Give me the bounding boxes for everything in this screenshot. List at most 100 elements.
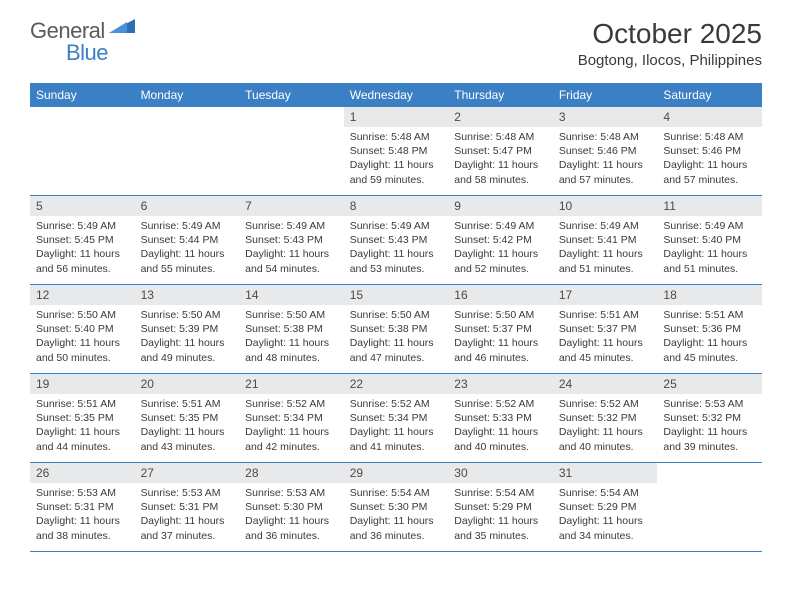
day-cell (30, 107, 135, 195)
day-info: Sunrise: 5:50 AMSunset: 5:40 PMDaylight:… (30, 305, 135, 369)
day-cell: 27Sunrise: 5:53 AMSunset: 5:31 PMDayligh… (135, 463, 240, 551)
day-info: Sunrise: 5:52 AMSunset: 5:34 PMDaylight:… (239, 394, 344, 458)
day-info: Sunrise: 5:49 AMSunset: 5:42 PMDaylight:… (448, 216, 553, 280)
day-cell: 2Sunrise: 5:48 AMSunset: 5:47 PMDaylight… (448, 107, 553, 195)
day-cell: 18Sunrise: 5:51 AMSunset: 5:36 PMDayligh… (657, 285, 762, 373)
day-info: Sunrise: 5:49 AMSunset: 5:41 PMDaylight:… (553, 216, 658, 280)
day-number: 22 (344, 374, 449, 394)
day-number: 27 (135, 463, 240, 483)
weekday-saturday: Saturday (657, 83, 762, 107)
day-number: 7 (239, 196, 344, 216)
day-number: 24 (553, 374, 658, 394)
day-number: 15 (344, 285, 449, 305)
weeks-container: 1Sunrise: 5:48 AMSunset: 5:48 PMDaylight… (30, 107, 762, 552)
day-cell: 1Sunrise: 5:48 AMSunset: 5:48 PMDaylight… (344, 107, 449, 195)
day-cell: 8Sunrise: 5:49 AMSunset: 5:43 PMDaylight… (344, 196, 449, 284)
day-info: Sunrise: 5:49 AMSunset: 5:44 PMDaylight:… (135, 216, 240, 280)
day-number: 13 (135, 285, 240, 305)
weekday-tuesday: Tuesday (239, 83, 344, 107)
day-number: 28 (239, 463, 344, 483)
day-number: 17 (553, 285, 658, 305)
day-info: Sunrise: 5:50 AMSunset: 5:38 PMDaylight:… (239, 305, 344, 369)
month-title: October 2025 (578, 18, 762, 50)
day-cell: 11Sunrise: 5:49 AMSunset: 5:40 PMDayligh… (657, 196, 762, 284)
logo-text-blue: Blue (66, 40, 108, 66)
day-info: Sunrise: 5:49 AMSunset: 5:45 PMDaylight:… (30, 216, 135, 280)
title-block: October 2025 Bogtong, Ilocos, Philippine… (578, 18, 762, 69)
day-cell: 29Sunrise: 5:54 AMSunset: 5:30 PMDayligh… (344, 463, 449, 551)
day-cell: 7Sunrise: 5:49 AMSunset: 5:43 PMDaylight… (239, 196, 344, 284)
day-cell: 25Sunrise: 5:53 AMSunset: 5:32 PMDayligh… (657, 374, 762, 462)
day-number: 2 (448, 107, 553, 127)
day-info: Sunrise: 5:54 AMSunset: 5:29 PMDaylight:… (448, 483, 553, 547)
day-info: Sunrise: 5:53 AMSunset: 5:30 PMDaylight:… (239, 483, 344, 547)
day-cell: 19Sunrise: 5:51 AMSunset: 5:35 PMDayligh… (30, 374, 135, 462)
weekday-friday: Friday (553, 83, 658, 107)
day-cell: 3Sunrise: 5:48 AMSunset: 5:46 PMDaylight… (553, 107, 658, 195)
day-number: 3 (553, 107, 658, 127)
day-cell: 22Sunrise: 5:52 AMSunset: 5:34 PMDayligh… (344, 374, 449, 462)
day-cell: 4Sunrise: 5:48 AMSunset: 5:46 PMDaylight… (657, 107, 762, 195)
day-info: Sunrise: 5:52 AMSunset: 5:34 PMDaylight:… (344, 394, 449, 458)
day-info: Sunrise: 5:54 AMSunset: 5:30 PMDaylight:… (344, 483, 449, 547)
day-number: 26 (30, 463, 135, 483)
day-info: Sunrise: 5:50 AMSunset: 5:37 PMDaylight:… (448, 305, 553, 369)
day-cell (657, 463, 762, 551)
day-cell: 13Sunrise: 5:50 AMSunset: 5:39 PMDayligh… (135, 285, 240, 373)
day-number: 21 (239, 374, 344, 394)
day-number: 8 (344, 196, 449, 216)
day-number: 9 (448, 196, 553, 216)
week-row: 1Sunrise: 5:48 AMSunset: 5:48 PMDaylight… (30, 107, 762, 196)
day-info: Sunrise: 5:52 AMSunset: 5:32 PMDaylight:… (553, 394, 658, 458)
day-cell: 14Sunrise: 5:50 AMSunset: 5:38 PMDayligh… (239, 285, 344, 373)
day-info: Sunrise: 5:48 AMSunset: 5:46 PMDaylight:… (657, 127, 762, 191)
day-number: 23 (448, 374, 553, 394)
day-info: Sunrise: 5:49 AMSunset: 5:43 PMDaylight:… (344, 216, 449, 280)
day-number: 5 (30, 196, 135, 216)
day-number: 14 (239, 285, 344, 305)
day-number: 12 (30, 285, 135, 305)
day-number: 20 (135, 374, 240, 394)
day-cell: 24Sunrise: 5:52 AMSunset: 5:32 PMDayligh… (553, 374, 658, 462)
day-number: 16 (448, 285, 553, 305)
logo: General Blue (30, 18, 137, 44)
day-info: Sunrise: 5:50 AMSunset: 5:38 PMDaylight:… (344, 305, 449, 369)
weekday-sunday: Sunday (30, 83, 135, 107)
weekday-thursday: Thursday (448, 83, 553, 107)
day-info: Sunrise: 5:51 AMSunset: 5:35 PMDaylight:… (30, 394, 135, 458)
day-number: 25 (657, 374, 762, 394)
header: General Blue October 2025 Bogtong, Iloco… (0, 0, 792, 75)
day-cell: 26Sunrise: 5:53 AMSunset: 5:31 PMDayligh… (30, 463, 135, 551)
weekday-monday: Monday (135, 83, 240, 107)
day-cell: 31Sunrise: 5:54 AMSunset: 5:29 PMDayligh… (553, 463, 658, 551)
day-number: 29 (344, 463, 449, 483)
day-info: Sunrise: 5:53 AMSunset: 5:32 PMDaylight:… (657, 394, 762, 458)
day-info: Sunrise: 5:53 AMSunset: 5:31 PMDaylight:… (135, 483, 240, 547)
day-number: 31 (553, 463, 658, 483)
day-cell: 6Sunrise: 5:49 AMSunset: 5:44 PMDaylight… (135, 196, 240, 284)
day-cell: 30Sunrise: 5:54 AMSunset: 5:29 PMDayligh… (448, 463, 553, 551)
day-info: Sunrise: 5:53 AMSunset: 5:31 PMDaylight:… (30, 483, 135, 547)
day-cell: 21Sunrise: 5:52 AMSunset: 5:34 PMDayligh… (239, 374, 344, 462)
weekday-header-row: Sunday Monday Tuesday Wednesday Thursday… (30, 83, 762, 107)
day-cell: 10Sunrise: 5:49 AMSunset: 5:41 PMDayligh… (553, 196, 658, 284)
day-number: 11 (657, 196, 762, 216)
day-cell: 12Sunrise: 5:50 AMSunset: 5:40 PMDayligh… (30, 285, 135, 373)
week-row: 19Sunrise: 5:51 AMSunset: 5:35 PMDayligh… (30, 374, 762, 463)
day-cell: 28Sunrise: 5:53 AMSunset: 5:30 PMDayligh… (239, 463, 344, 551)
day-info: Sunrise: 5:50 AMSunset: 5:39 PMDaylight:… (135, 305, 240, 369)
day-cell: 5Sunrise: 5:49 AMSunset: 5:45 PMDaylight… (30, 196, 135, 284)
day-info: Sunrise: 5:51 AMSunset: 5:36 PMDaylight:… (657, 305, 762, 369)
day-info: Sunrise: 5:54 AMSunset: 5:29 PMDaylight:… (553, 483, 658, 547)
day-cell: 20Sunrise: 5:51 AMSunset: 5:35 PMDayligh… (135, 374, 240, 462)
day-cell (239, 107, 344, 195)
day-number: 4 (657, 107, 762, 127)
day-cell: 9Sunrise: 5:49 AMSunset: 5:42 PMDaylight… (448, 196, 553, 284)
day-info: Sunrise: 5:51 AMSunset: 5:35 PMDaylight:… (135, 394, 240, 458)
day-info: Sunrise: 5:49 AMSunset: 5:43 PMDaylight:… (239, 216, 344, 280)
day-number: 1 (344, 107, 449, 127)
day-info: Sunrise: 5:48 AMSunset: 5:46 PMDaylight:… (553, 127, 658, 191)
day-number: 19 (30, 374, 135, 394)
day-info: Sunrise: 5:48 AMSunset: 5:48 PMDaylight:… (344, 127, 449, 191)
weekday-wednesday: Wednesday (344, 83, 449, 107)
